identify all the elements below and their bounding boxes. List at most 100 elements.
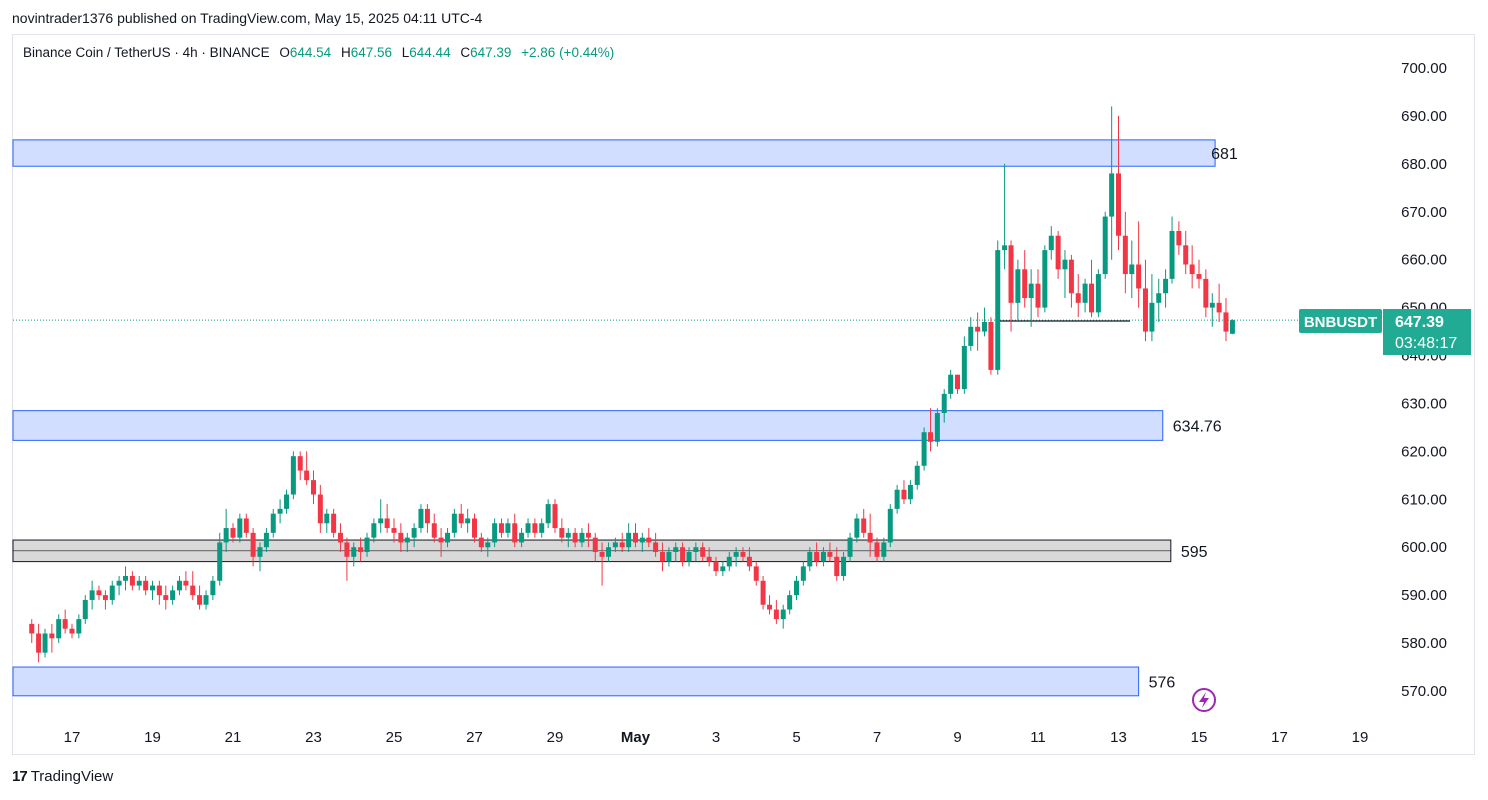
candle-body-108 <box>753 566 759 581</box>
candle-body-153 <box>1055 235 1061 270</box>
y-tick-label: 610.00 <box>1401 491 1447 508</box>
candle-body-175 <box>1203 278 1209 308</box>
x-tick-label: 21 <box>225 729 242 746</box>
x-tick-label: 27 <box>466 729 483 746</box>
candle-body-48 <box>351 547 357 557</box>
candle-body-26 <box>203 595 209 605</box>
candle-body-131 <box>907 484 913 500</box>
candle-body-13 <box>116 580 122 586</box>
candle-body-119 <box>827 552 833 557</box>
candle-body-10 <box>96 590 102 596</box>
candle-body-63 <box>451 513 457 533</box>
candle-body-87 <box>612 542 618 548</box>
candle-body-58 <box>418 508 424 529</box>
tradingview-footer[interactable]: 17 TradingView <box>12 768 113 785</box>
candle-body-116 <box>807 552 813 567</box>
candle-body-137 <box>948 374 954 394</box>
chart-frame <box>12 34 1475 755</box>
x-tick-label: 19 <box>1352 729 1369 746</box>
candle-body-67 <box>478 537 484 548</box>
candle-body-15 <box>129 575 135 586</box>
candle-body-130 <box>901 489 907 500</box>
candle-body-73 <box>519 532 525 543</box>
candle-body-40 <box>297 456 303 471</box>
candle-body-62 <box>445 532 451 543</box>
candle-body-110 <box>767 604 773 610</box>
candle-body-90 <box>633 532 638 543</box>
x-tick-label: 23 <box>305 729 322 746</box>
candle-body-100 <box>700 547 706 557</box>
x-tick-label: 7 <box>873 729 881 746</box>
candle-body-129 <box>894 489 900 509</box>
tradingview-brand: TradingView <box>30 768 114 785</box>
candle-body-38 <box>284 494 290 509</box>
candle-body-93 <box>653 542 659 553</box>
y-tick-label: 670.00 <box>1401 204 1447 221</box>
candle-body-68 <box>485 542 491 548</box>
candle-body-51 <box>371 523 377 538</box>
x-axis: 17 19 21 23 25 27 29 May 3 5 7 9 11 13 15 17 19 <box>64 729 1369 746</box>
candles-layer <box>29 106 1235 663</box>
price-tag-value: 647.39 <box>1395 314 1444 331</box>
y-tick-label: 690.00 <box>1401 108 1447 125</box>
candle-body-52 <box>378 518 384 524</box>
y-tick-label: 700.00 <box>1401 60 1447 77</box>
candle-body-35 <box>263 532 269 548</box>
candle-body-99 <box>693 547 699 553</box>
candle-body-132 <box>914 465 920 485</box>
candle-body-23 <box>183 580 189 586</box>
y-tick-label: 570.00 <box>1401 683 1447 700</box>
candle-body-103 <box>720 566 726 572</box>
candle-body-91 <box>639 537 645 543</box>
close-value: 647.39 <box>470 45 512 60</box>
candle-body-106 <box>740 552 746 557</box>
candle-body-5 <box>62 619 68 629</box>
y-tick-label: 600.00 <box>1401 539 1447 556</box>
candle-body-36 <box>270 513 276 533</box>
price-tag[interactable]: BNBUSDT 647.39 03:48:17 <box>1299 309 1471 355</box>
open-value: 644.54 <box>289 45 332 60</box>
candle-body-88 <box>619 542 625 548</box>
candle-body-164 <box>1129 264 1135 275</box>
candle-body-60 <box>431 523 437 538</box>
candle-body-168 <box>1156 293 1162 303</box>
candle-body-76 <box>539 523 545 533</box>
candle-body-120 <box>834 556 840 576</box>
candle-body-0 <box>29 623 35 634</box>
candle-body-54 <box>391 528 397 533</box>
symbol-name[interactable]: Binance Coin / TetherUS · 4h · BINANCE <box>23 45 270 60</box>
candle-body-79 <box>559 528 565 538</box>
candle-body-151 <box>1042 250 1048 308</box>
zone-1[interactable] <box>12 410 1164 441</box>
candle-body-141 <box>975 326 981 332</box>
candle-body-139 <box>961 345 967 390</box>
candle-body-176 <box>1209 302 1215 308</box>
candle-body-56 <box>404 537 410 543</box>
candle-body-1 <box>36 633 42 653</box>
candle-body-6 <box>69 628 75 634</box>
candle-body-29 <box>223 528 229 543</box>
candle-body-14 <box>123 575 129 581</box>
candle-body-172 <box>1183 245 1189 265</box>
candle-body-11 <box>102 595 108 600</box>
lightning-icon[interactable] <box>1192 688 1216 712</box>
candle-body-19 <box>156 585 162 596</box>
candle-body-55 <box>398 532 404 543</box>
y-tick-label: 680.00 <box>1401 156 1447 173</box>
candle-body-101 <box>706 556 712 562</box>
zone-0[interactable] <box>12 139 1216 167</box>
x-tick-label: May <box>621 729 651 746</box>
candle-body-25 <box>197 595 203 605</box>
candle-body-71 <box>505 523 511 533</box>
zone-label-2: 595 <box>1181 544 1208 561</box>
candle-body-65 <box>465 518 471 524</box>
zone-3[interactable] <box>12 666 1140 697</box>
x-tick-label: 11 <box>1030 729 1046 746</box>
y-axis: 570.00 580.00 590.00 600.00 610.00 620.00 630.… <box>1401 60 1447 700</box>
candle-body-161 <box>1109 173 1115 217</box>
candle-body-84 <box>592 537 598 553</box>
y-tick-label: 590.00 <box>1401 587 1447 604</box>
candle-body-142 <box>981 321 987 332</box>
candle-body-22 <box>176 580 182 591</box>
